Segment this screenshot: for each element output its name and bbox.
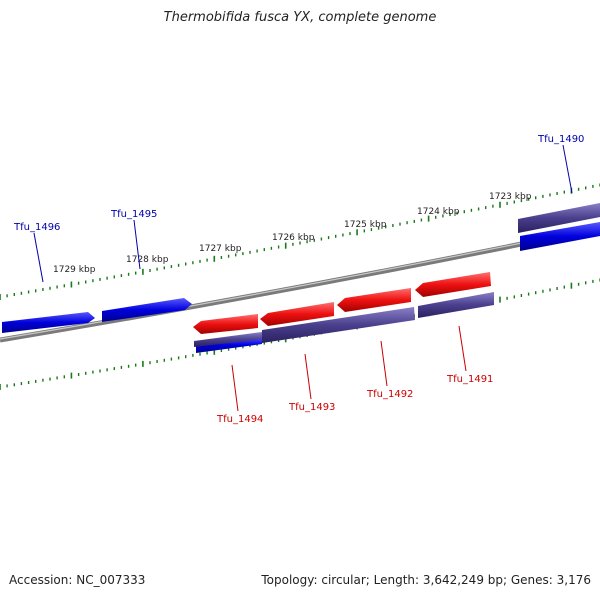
kbp-label-1723: 1723 kbp <box>489 192 532 202</box>
gene-arrow-tfu-1492[interactable] <box>337 288 411 312</box>
leader-line-tfu-1496 <box>33 232 44 283</box>
reverse-genes <box>193 272 491 334</box>
cds-block-tfu-1491[interactable] <box>418 292 494 318</box>
gene-arrow-tfu-1494[interactable] <box>193 314 258 334</box>
leader-line-tfu-1495 <box>133 219 141 270</box>
kbp-labels: 1729 kbp 1728 kbp 1727 kbp 1726 kbp 1725… <box>53 192 532 275</box>
leader-line-tfu-1493 <box>304 353 312 400</box>
accession-label: Accession: NC_007333 <box>9 573 146 587</box>
reverse-gene-labels: Tfu_1494 Tfu_1493 Tfu_1492 Tfu_1491 <box>216 325 493 425</box>
kbp-label-1725: 1725 kbp <box>344 220 387 230</box>
gene-arrow-tfu-1494-blue[interactable] <box>196 337 262 353</box>
kbp-label-1727: 1727 kbp <box>199 244 242 254</box>
kbp-label-1726: 1726 kbp <box>272 233 315 243</box>
leader-line-tfu-1490 <box>562 144 573 194</box>
gene-arrow-tfu-1495[interactable] <box>102 298 192 322</box>
gene-arrow-tfu-1490[interactable] <box>520 222 600 251</box>
map-title: Thermobifida fusca YX, complete genome <box>163 10 437 25</box>
gene-label-tfu-1490[interactable]: Tfu_1490 <box>537 134 584 145</box>
gene-arrow-tfu-1491[interactable] <box>415 272 491 297</box>
forward-genes <box>2 203 600 353</box>
kbp-label-1724: 1724 kbp <box>417 207 460 217</box>
cds-block-tfu-1494[interactable] <box>194 332 262 347</box>
gene-label-tfu-1493[interactable]: Tfu_1493 <box>288 402 335 413</box>
kbp-label-1729: 1729 kbp <box>53 265 96 275</box>
reverse-cds <box>194 292 494 347</box>
leader-line-tfu-1491 <box>458 325 467 372</box>
forward-gene-labels: Tfu_1496 Tfu_1495 Tfu_1490 <box>13 134 584 283</box>
leader-line-tfu-1492 <box>380 340 388 387</box>
gene-label-tfu-1494[interactable]: Tfu_1494 <box>216 414 263 425</box>
gene-label-tfu-1496[interactable]: Tfu_1496 <box>13 222 60 233</box>
leader-line-tfu-1494 <box>231 364 239 412</box>
gene-label-tfu-1495[interactable]: Tfu_1495 <box>110 209 157 220</box>
gene-arrow-tfu-1496[interactable] <box>2 312 95 333</box>
gene-label-tfu-1491[interactable]: Tfu_1491 <box>446 374 493 385</box>
gene-label-tfu-1492[interactable]: Tfu_1492 <box>366 389 413 400</box>
gene-arrow-tfu-1493[interactable] <box>260 302 334 326</box>
outer-tick-track <box>0 183 600 300</box>
kbp-label-1728: 1728 kbp <box>126 255 169 265</box>
cds-block-tfu-1493[interactable] <box>262 307 415 343</box>
genome-summary: Topology: circular; Length: 3,642,249 bp… <box>261 573 591 587</box>
genome-backbone <box>0 225 600 343</box>
cds-block-tfu-1490[interactable] <box>518 203 600 233</box>
